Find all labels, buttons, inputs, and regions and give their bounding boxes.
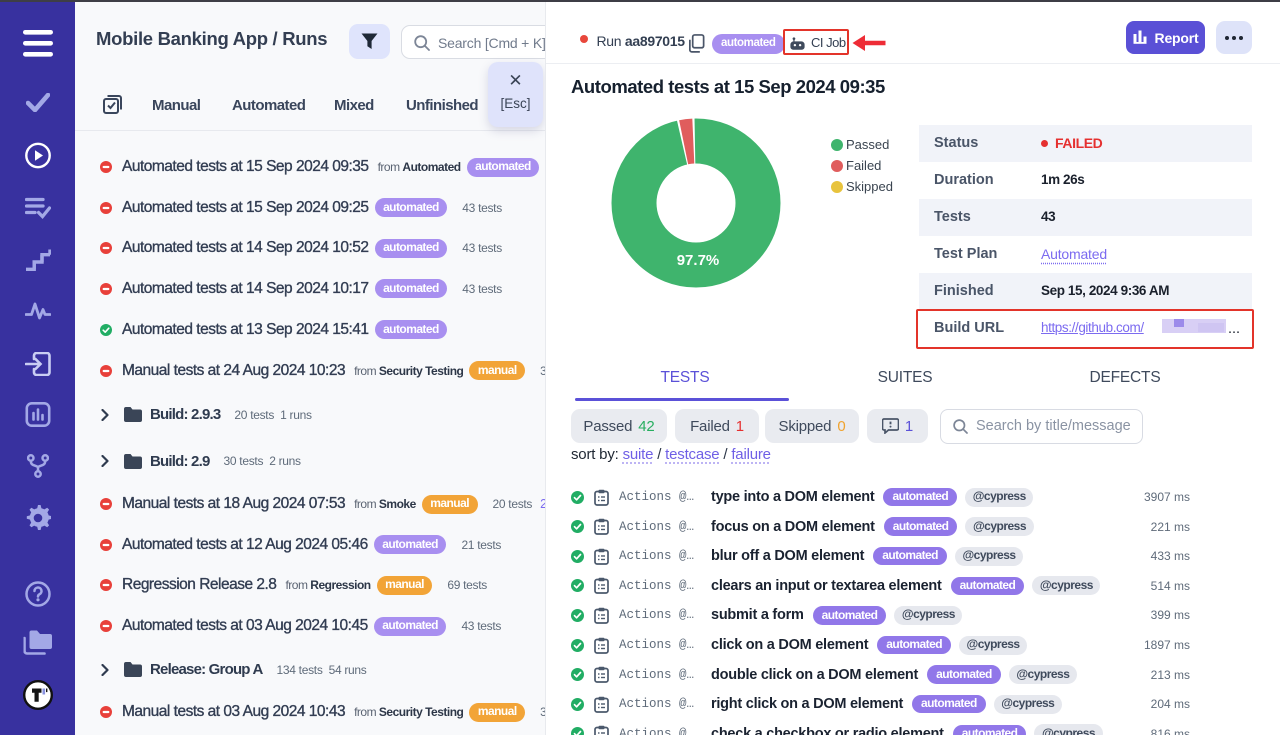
svg-text:97.7%: 97.7% [677, 252, 720, 269]
